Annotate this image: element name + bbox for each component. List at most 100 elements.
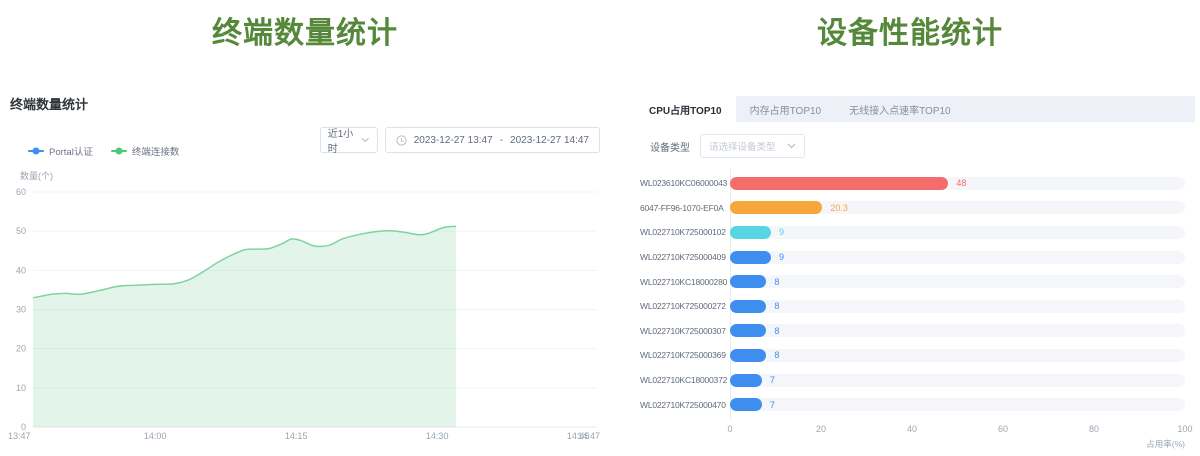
date-range-picker[interactable]: 2023-12-27 13:47 - 2023-12-27 14:47 <box>385 127 600 153</box>
device-type-label: 设备类型 <box>650 139 690 154</box>
bar-row: WL022710K7250003698 <box>640 343 1185 368</box>
bar-row: 6047-FF96-1070-EF0A 20.3 <box>640 196 1185 221</box>
legend-label-terminal: 终端连接数 <box>132 144 180 158</box>
bar-track-wrap: 20.3 <box>730 201 1185 214</box>
bar-row: WL022710K725000272 8 <box>640 294 1185 319</box>
y-tick-label: 50 <box>16 226 26 236</box>
tab-cpu-top10[interactable]: CPU占用TOP10 <box>635 96 736 122</box>
device-type-placeholder: 请选择设备类型 <box>709 139 776 153</box>
y-tick-label: 30 <box>16 305 26 315</box>
terminal-area-fill <box>33 226 456 427</box>
chart-legend: Portal认证 终端连接数 <box>28 144 179 158</box>
y-axis-title: 数量(个) <box>20 170 53 181</box>
legend-item-terminal[interactable]: 终端连接数 <box>111 144 180 158</box>
y-tick-label: 10 <box>16 383 26 393</box>
dashboard: 终端数量统计 设备性能统计 终端数量统计 近1小时 2023-12-27 13:… <box>0 0 1200 456</box>
performance-tabbar: CPU占用TOP10 内存占用TOP10 无线接入点速率TOP10 <box>635 96 1195 122</box>
date-range-separator: - <box>500 135 503 146</box>
bar-category-label: WL022710K725000102 <box>640 227 730 237</box>
bar[interactable] <box>730 177 948 190</box>
bar[interactable] <box>730 226 771 239</box>
bar[interactable] <box>730 251 771 264</box>
bar-category-label: WL022710K725000307 <box>640 326 730 336</box>
bar-row: WL022710KC18000372 7 <box>640 368 1185 393</box>
bar[interactable] <box>730 201 822 214</box>
date-range-start: 2023-12-27 13:47 <box>414 135 493 146</box>
bar-track-wrap: 48 <box>730 177 1185 190</box>
bar-value-label: 9 <box>779 252 784 262</box>
bar-value-label: 7 <box>770 375 775 385</box>
bar[interactable] <box>730 300 766 313</box>
y-tick-label: 60 <box>16 187 26 197</box>
time-range-select[interactable]: 近1小时 <box>320 127 378 153</box>
clock-icon <box>396 135 407 146</box>
bar-category-label: WL022710K725000470 <box>640 400 730 410</box>
bar-track-wrap: 8 <box>730 349 1185 362</box>
device-type-filter: 设备类型 请选择设备类型 <box>650 134 805 158</box>
x-tick-label: 14:30 <box>426 431 449 441</box>
cpu-bar-rows: WL023610KC0600004348 6047-FF96-1070-EF0A 2… <box>640 171 1185 417</box>
bar-track <box>730 251 1185 264</box>
bar-value-label: 8 <box>774 326 779 336</box>
y-tick-label: 40 <box>16 265 26 275</box>
time-range-value: 近1小时 <box>328 125 362 155</box>
bar-value-label: 8 <box>774 350 779 360</box>
bar-track <box>730 349 1185 362</box>
bar-track-wrap: 8 <box>730 275 1185 288</box>
bar-value-label: 8 <box>774 277 779 287</box>
bar-value-label: 48 <box>956 178 966 188</box>
bar[interactable] <box>730 374 762 387</box>
x-tick-label: 13:47 <box>8 431 31 441</box>
terminal-panel-title: 终端数量统计 <box>10 94 88 113</box>
x-tick-label: 14:15 <box>285 431 308 441</box>
cpu-x-axis-title: 占用率(%) <box>730 438 1185 450</box>
bar[interactable] <box>730 324 766 337</box>
bar-track <box>730 398 1185 411</box>
legend-marker-terminal <box>111 150 127 152</box>
bar-value-label: 8 <box>774 301 779 311</box>
chevron-down-icon <box>361 137 369 143</box>
bar[interactable] <box>730 398 762 411</box>
x-tick-label: 14:00 <box>144 431 167 441</box>
bar-category-label: 6047-FF96-1070-EF0A <box>640 203 730 213</box>
tab-memory-top10[interactable]: 内存占用TOP10 <box>736 96 836 122</box>
bar-track-wrap: 8 <box>730 324 1185 337</box>
legend-label-portal: Portal认证 <box>49 144 93 158</box>
bar-category-label: WL022710KC18000372 <box>640 375 730 385</box>
tab-ap-rate-top10[interactable]: 无线接入点速率TOP10 <box>835 96 965 122</box>
chevron-down-icon <box>787 143 796 149</box>
date-range-end: 2023-12-27 14:47 <box>510 135 589 146</box>
bar-row: WL022710K725000409 9 <box>640 245 1185 270</box>
bar-row: WL022710K725000307 8 <box>640 319 1185 344</box>
bar-row: WL022710K725000470 7 <box>640 392 1185 417</box>
bar[interactable] <box>730 275 766 288</box>
bar-track <box>730 324 1185 337</box>
left-section-title: 终端数量统计 <box>0 14 610 54</box>
bar-track-wrap: 9 <box>730 226 1185 239</box>
bar-row: WL023610KC0600004348 <box>640 171 1185 196</box>
bar-track <box>730 275 1185 288</box>
legend-marker-portal <box>28 150 44 152</box>
x-tick-label: 100 <box>1177 424 1192 434</box>
y-tick-label: 20 <box>16 344 26 354</box>
x-tick-label: 80 <box>1089 424 1099 434</box>
bar-track <box>730 300 1185 313</box>
bar-category-label: WL022710KC18000280 <box>640 277 730 287</box>
bar-category-label: WL022710K725000272 <box>640 301 730 311</box>
bar-track-wrap: 7 <box>730 398 1185 411</box>
x-tick-label: 14:47 <box>577 431 600 441</box>
bar-value-label: 20.3 <box>830 203 848 213</box>
bar[interactable] <box>730 349 766 362</box>
bar-track-wrap: 9 <box>730 251 1185 264</box>
cpu-x-axis: 020406080100 <box>730 424 1185 436</box>
bar-value-label: 7 <box>770 400 775 410</box>
x-tick-label: 40 <box>907 424 917 434</box>
bar-category-label: WL022710K725000409 <box>640 252 730 262</box>
x-tick-label: 60 <box>998 424 1008 434</box>
bar-track-wrap: 8 <box>730 300 1185 313</box>
bar-value-label: 9 <box>779 227 784 237</box>
legend-item-portal[interactable]: Portal认证 <box>28 144 93 158</box>
bar-track-wrap: 7 <box>730 374 1185 387</box>
device-type-select[interactable]: 请选择设备类型 <box>700 134 805 158</box>
terminal-line-chart: 0102030405060数量(个)13:4714:0014:1514:3014… <box>0 162 610 456</box>
